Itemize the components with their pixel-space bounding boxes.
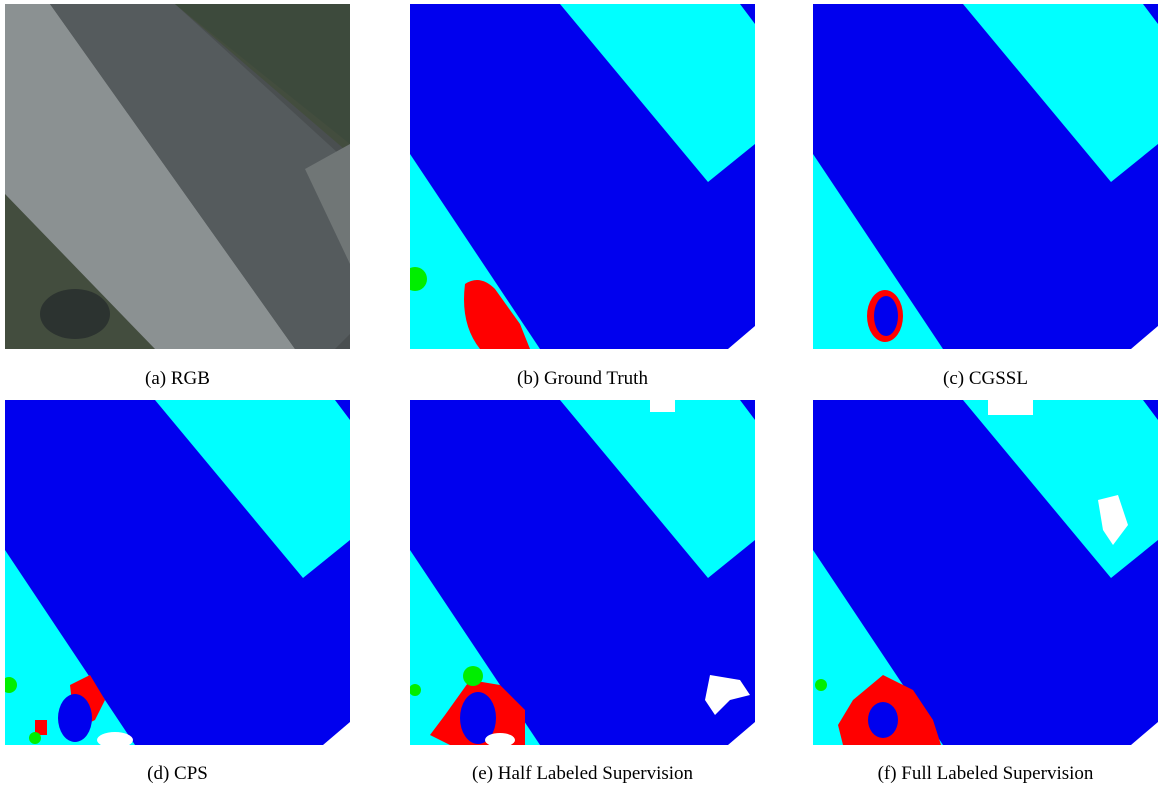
ground-truth-map	[410, 4, 755, 349]
figure: (a) RGB (b) Ground Truth (c) CGSSL (d) C…	[0, 0, 1158, 792]
caption: (c) CGSSL	[813, 368, 1158, 390]
rgb-image	[5, 4, 350, 349]
cgssl-map	[813, 4, 1158, 349]
caption: (e) Half Labeled Supervision	[410, 763, 755, 785]
caption: (a) RGB	[5, 368, 350, 390]
caption: (d) CPS	[5, 763, 350, 785]
caption: (f) Full Labeled Supervision	[813, 763, 1158, 785]
full-labeled-map	[813, 400, 1158, 745]
caption: (b) Ground Truth	[410, 368, 755, 390]
cps-map	[5, 400, 350, 745]
half-labeled-map	[410, 400, 755, 745]
